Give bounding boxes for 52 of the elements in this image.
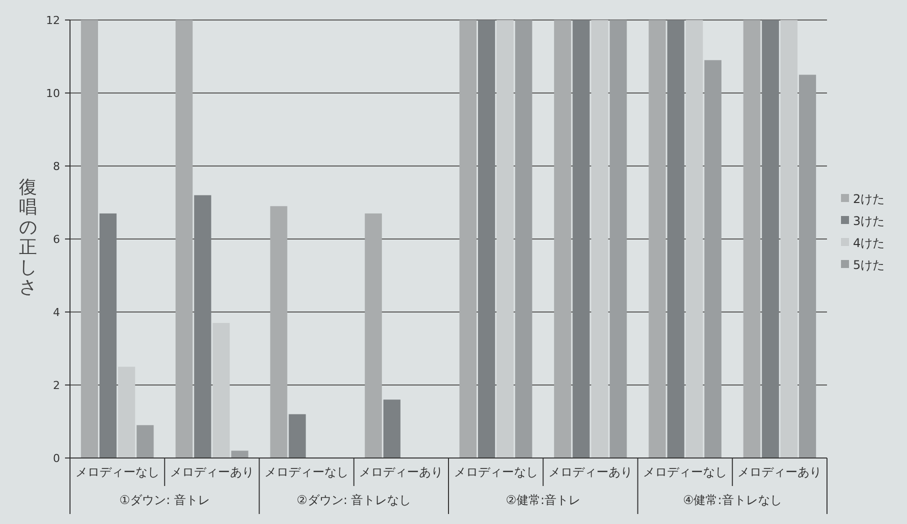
bar: [798, 74, 816, 458]
bar: [459, 20, 477, 458]
bar: [591, 20, 608, 458]
bar: [100, 213, 117, 458]
bar: [496, 20, 514, 458]
x-tick-label: メロディーなし: [643, 465, 728, 479]
bar: [554, 20, 572, 458]
bar: [667, 20, 684, 458]
y-axis-title: 復唱の正しさ: [19, 177, 37, 298]
y-tick-label: 0: [53, 452, 60, 465]
bar: [212, 322, 230, 458]
bar: [704, 60, 722, 458]
bar: [364, 213, 382, 458]
bar: [80, 20, 98, 458]
text: ④健常:音トレなし: [682, 493, 782, 507]
bar: [515, 20, 532, 458]
bar: [572, 20, 590, 458]
bar: [478, 20, 496, 458]
bar: [780, 20, 798, 458]
bar: [288, 414, 306, 458]
x-tick-label: メロディーあり: [170, 465, 254, 479]
legend-label: 3けた: [853, 214, 885, 228]
bar: [136, 425, 154, 458]
text: ②健常:音トレ: [506, 493, 581, 507]
y-tick-label: 10: [46, 86, 60, 100]
bar: [648, 20, 666, 458]
y-tick-label: 4: [53, 306, 60, 319]
x-tick-label: メロディーなし: [454, 465, 538, 479]
legend-label: 5けた: [853, 258, 885, 272]
x-tick-label: メロディーなし: [75, 465, 160, 479]
x-tick-label: メロディーあり: [548, 465, 632, 479]
legend-label: 2けた: [853, 192, 885, 206]
y-tick-label: 12: [46, 14, 60, 27]
bar: [194, 195, 212, 458]
x-tick-label: メロディーあり: [359, 465, 444, 479]
bar: [743, 20, 760, 458]
bar: [176, 20, 193, 458]
x-tick-label: メロディーあり: [738, 465, 822, 479]
bar: [686, 20, 703, 458]
bar: [762, 20, 779, 458]
bar: [610, 20, 627, 458]
bar: [270, 206, 288, 458]
bar: [231, 450, 248, 458]
y-tick-label: 8: [53, 160, 60, 173]
text: ①ダウン: 音トレ: [119, 493, 210, 507]
x-tick-label: メロディーなし: [264, 465, 349, 479]
y-tick-label: 6: [53, 232, 60, 246]
y-tick-label: 2: [53, 378, 60, 392]
legend-label: 4けた: [853, 236, 885, 250]
text: ②ダウン: 音トレなし: [296, 493, 412, 507]
bar: [118, 366, 136, 458]
bar: [383, 400, 400, 458]
